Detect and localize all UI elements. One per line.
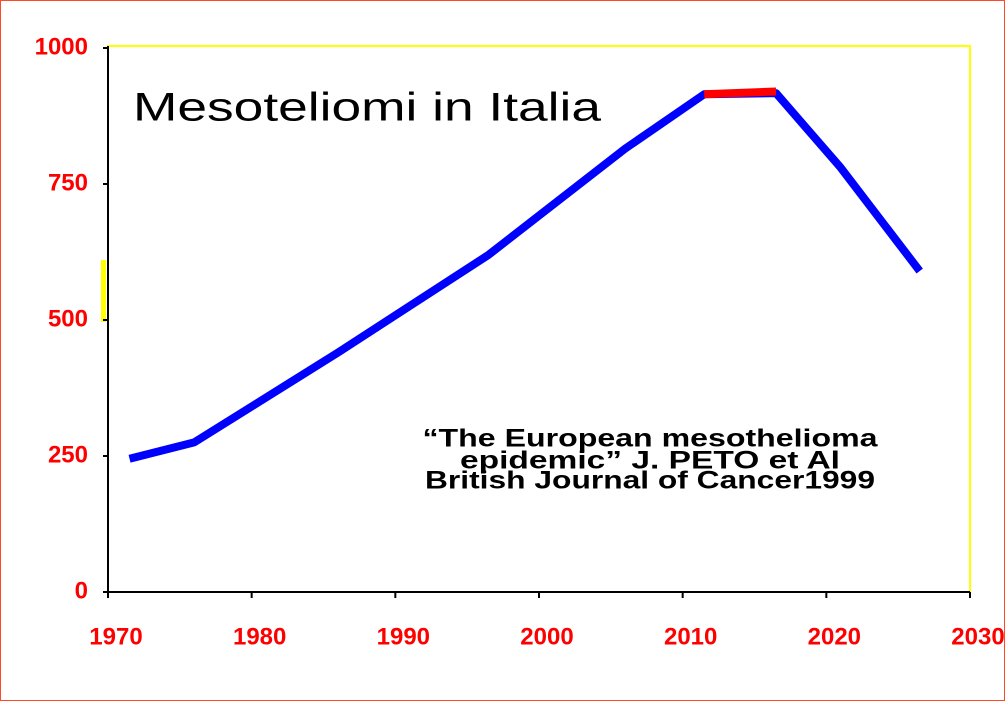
y-tick-label: 1000: [35, 33, 88, 60]
x-tick-label: 1990: [377, 623, 430, 650]
x-tick-label: 2020: [808, 623, 861, 650]
y-tick-label: 0: [75, 577, 88, 604]
annotation: British Journal of Cancer1999: [425, 467, 875, 495]
decoration: [101, 260, 106, 322]
x-tick-label: 1970: [89, 623, 142, 650]
x-tick-label: 2000: [520, 623, 573, 650]
y-tick-label: 250: [48, 441, 88, 468]
plot: 0 250 500 750 1000 1970 1980 1990 2000 2010 2020 20…: [35, 33, 1005, 650]
line-series: [128, 89, 923, 463]
x-tick-label: 1980: [233, 623, 286, 650]
x-tick-label: 2030: [951, 623, 1004, 650]
chart-title: Mesoteliomi in Italia: [133, 86, 602, 130]
y-tick-label: 500: [48, 305, 88, 332]
annotation: “The European mesothelioma: [423, 425, 879, 453]
line-series: [704, 87, 777, 99]
x-tick-label: 2010: [664, 623, 717, 650]
y-tick-label: 750: [48, 169, 88, 196]
annotation: epidemic” J. PETO et Al: [460, 447, 840, 475]
